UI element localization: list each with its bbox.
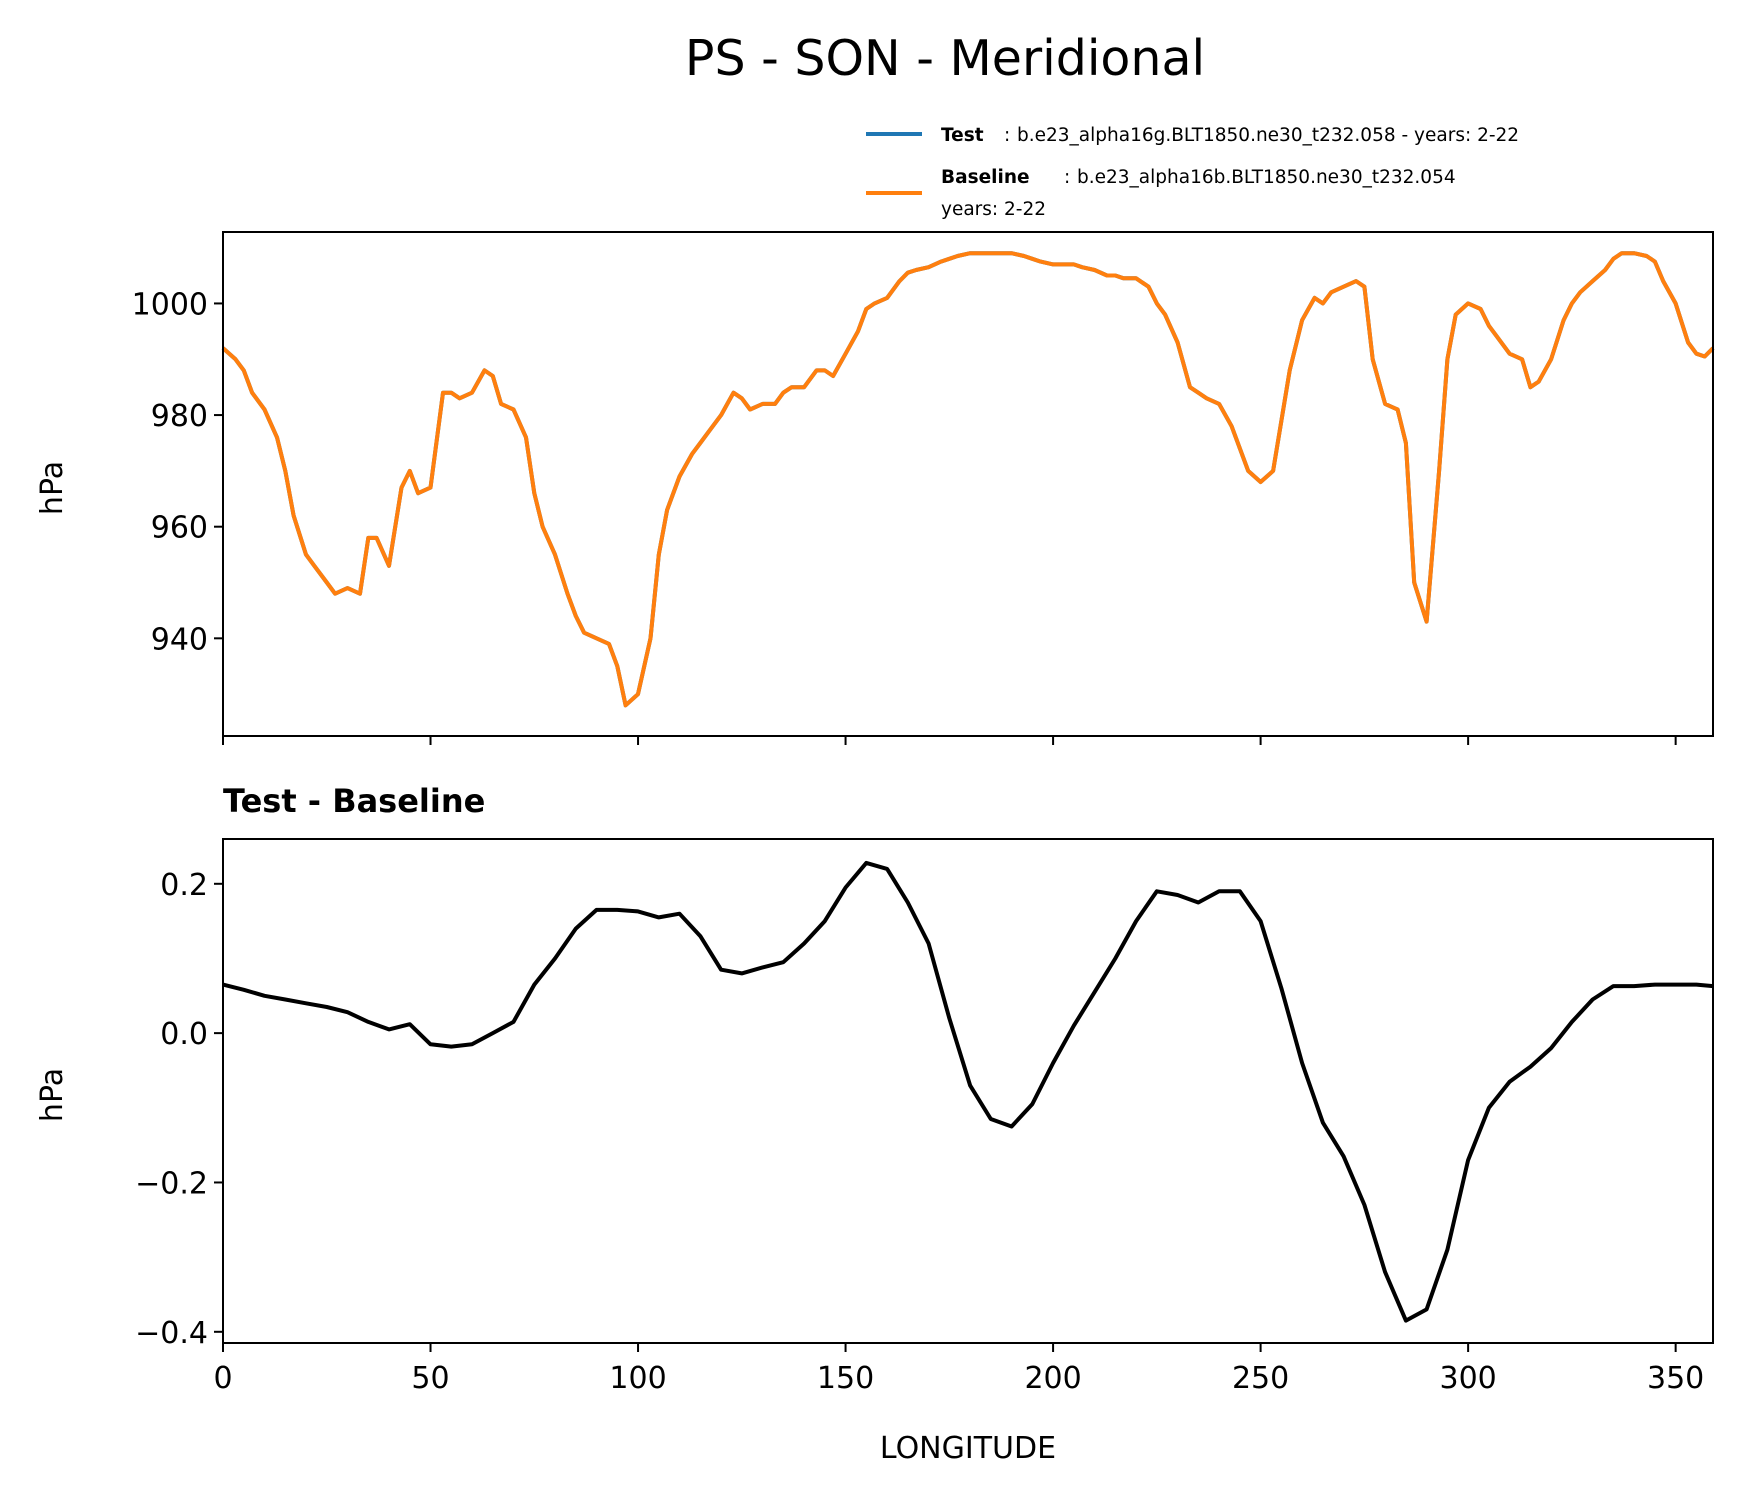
bottom-x-tick-label: 350 (1647, 1361, 1704, 1396)
bottom-y-ticks: −0.4 −0.2 0.0 0.2 (135, 868, 223, 1351)
chart-title: PS - SON - Meridional (685, 30, 1205, 87)
bottom-x-tick-label: 100 (609, 1361, 666, 1396)
legend-baseline-text2: years: 2-22 (941, 199, 1046, 220)
bottom-x-tick-label: 0 (213, 1361, 232, 1396)
bottom-y-tick-label: −0.4 (135, 1316, 208, 1351)
bottom-x-ticks: 0 50 100 150 200 250 300 350 (213, 1343, 1704, 1396)
bottom-x-tick-label: 250 (1232, 1361, 1289, 1396)
legend: Test : b.e23_alpha16g.BLT1850.ne30_t232.… (866, 125, 1519, 220)
legend-test-sep: : (1004, 125, 1010, 146)
bottom-x-tick-label: 50 (411, 1361, 449, 1396)
top-panel: 940 960 980 1000 hPa (35, 231, 1715, 745)
x-axis-label: LONGITUDE (880, 1431, 1056, 1466)
bottom-series-lines (222, 860, 1714, 1323)
top-y-ticks: 940 960 980 1000 (132, 287, 223, 657)
bottom-y-tick-label: −0.2 (135, 1166, 208, 1201)
legend-test-name: Test (941, 125, 984, 146)
bottom-series-line-0 (222, 860, 1714, 1323)
top-y-axis-label: hPa (35, 461, 70, 515)
legend-baseline-name: Baseline (941, 167, 1030, 188)
legend-baseline-sep: : (1064, 167, 1070, 188)
legend-baseline-text: b.e23_alpha16b.BLT1850.ne30_t232.054 (1077, 167, 1456, 188)
bottom-x-tick-label: 150 (817, 1361, 874, 1396)
top-y-tick-label: 960 (151, 511, 208, 546)
bottom-axes-frame (222, 838, 1714, 1344)
bottom-y-axis-label: hPa (35, 1068, 70, 1122)
top-axes-frame (222, 231, 1714, 737)
top-y-tick-label: 980 (151, 399, 208, 434)
top-x-ticks (222, 736, 1677, 745)
bottom-x-tick-label: 200 (1024, 1361, 1081, 1396)
legend-test-text: b.e23_alpha16g.BLT1850.ne30_t232.058 - y… (1017, 125, 1519, 146)
top-series-lines (221, 251, 1715, 708)
top-series-line-1 (221, 251, 1715, 708)
bottom-panel-title: Test - Baseline (223, 782, 485, 820)
bottom-x-tick-label: 300 (1439, 1361, 1496, 1396)
bottom-y-tick-label: 0.2 (160, 868, 208, 903)
top-y-tick-label: 940 (151, 622, 208, 657)
bottom-panel: Test - Baseline −0.4 −0.2 0.0 0.2 0 50 100 150… (35, 782, 1714, 1466)
top-y-tick-label: 1000 (132, 287, 208, 322)
bottom-y-tick-label: 0.0 (160, 1017, 208, 1052)
